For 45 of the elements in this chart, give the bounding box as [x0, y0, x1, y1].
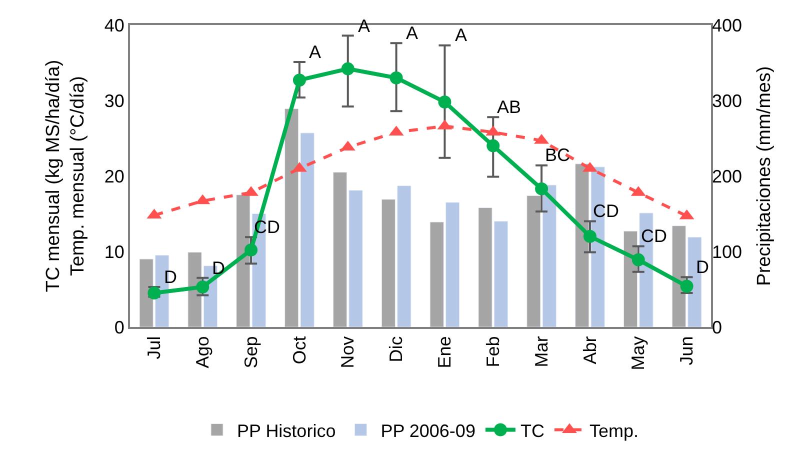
- point: [680, 280, 694, 293]
- x-tick-label: Oct: [289, 336, 310, 364]
- x-tick-label: Ene: [434, 336, 455, 368]
- x-tick-label: Nov: [338, 336, 358, 368]
- x-tick-label: Mar: [531, 336, 552, 368]
- y2-tick-label: 200: [712, 166, 742, 186]
- x-tick-label: Sep: [240, 336, 261, 368]
- point: [583, 230, 596, 243]
- legend-label: PP Historico: [237, 420, 336, 441]
- x-tick-label: Feb: [482, 336, 503, 368]
- annotation: CD: [593, 201, 619, 221]
- legend-label: PP 2006-09: [380, 420, 476, 441]
- x-tick-label: Jun: [676, 336, 697, 366]
- y2-tick-label: 400: [712, 15, 742, 36]
- annotation: A: [406, 23, 418, 43]
- y2-axis-title: Precipitaciones (mm/mes): [754, 66, 775, 286]
- y-tick-label: 20: [104, 166, 124, 186]
- point: [244, 243, 258, 256]
- annotation: CD: [641, 226, 667, 246]
- x-tick-label: Ago: [192, 336, 212, 368]
- x-tick-label: Abr: [580, 336, 600, 364]
- y2-tick-label: 100: [712, 242, 742, 262]
- y-axis-title: TC mensual (kg MS/ha/día) Temp. mensual (°C/día): [43, 60, 89, 292]
- x-tick-label: Jul: [144, 336, 164, 360]
- annotation: A: [455, 25, 468, 45]
- point: [535, 182, 548, 196]
- annotation: D: [696, 257, 709, 277]
- annotation: D: [212, 258, 225, 278]
- legend-label: TC: [520, 420, 544, 441]
- y2-tick-label: 0: [712, 317, 722, 338]
- point: [486, 139, 500, 152]
- y-tick-label: 10: [104, 242, 124, 262]
- x-tick-label: May: [628, 336, 648, 370]
- y-tick-label: 0: [114, 317, 124, 338]
- annotation: BC: [545, 145, 570, 165]
- y-tick-label: 40: [104, 15, 124, 36]
- annotation: A: [358, 16, 370, 36]
- x-tick-label: Dic: [386, 336, 406, 362]
- y-tick-label: 30: [104, 90, 124, 111]
- legend-label: Temp.: [589, 420, 638, 441]
- point: [632, 253, 645, 266]
- annotation: AB: [497, 97, 522, 117]
- y2-tick-label: 300: [712, 90, 742, 111]
- annotation: D: [164, 267, 177, 287]
- annotation: A: [309, 42, 322, 62]
